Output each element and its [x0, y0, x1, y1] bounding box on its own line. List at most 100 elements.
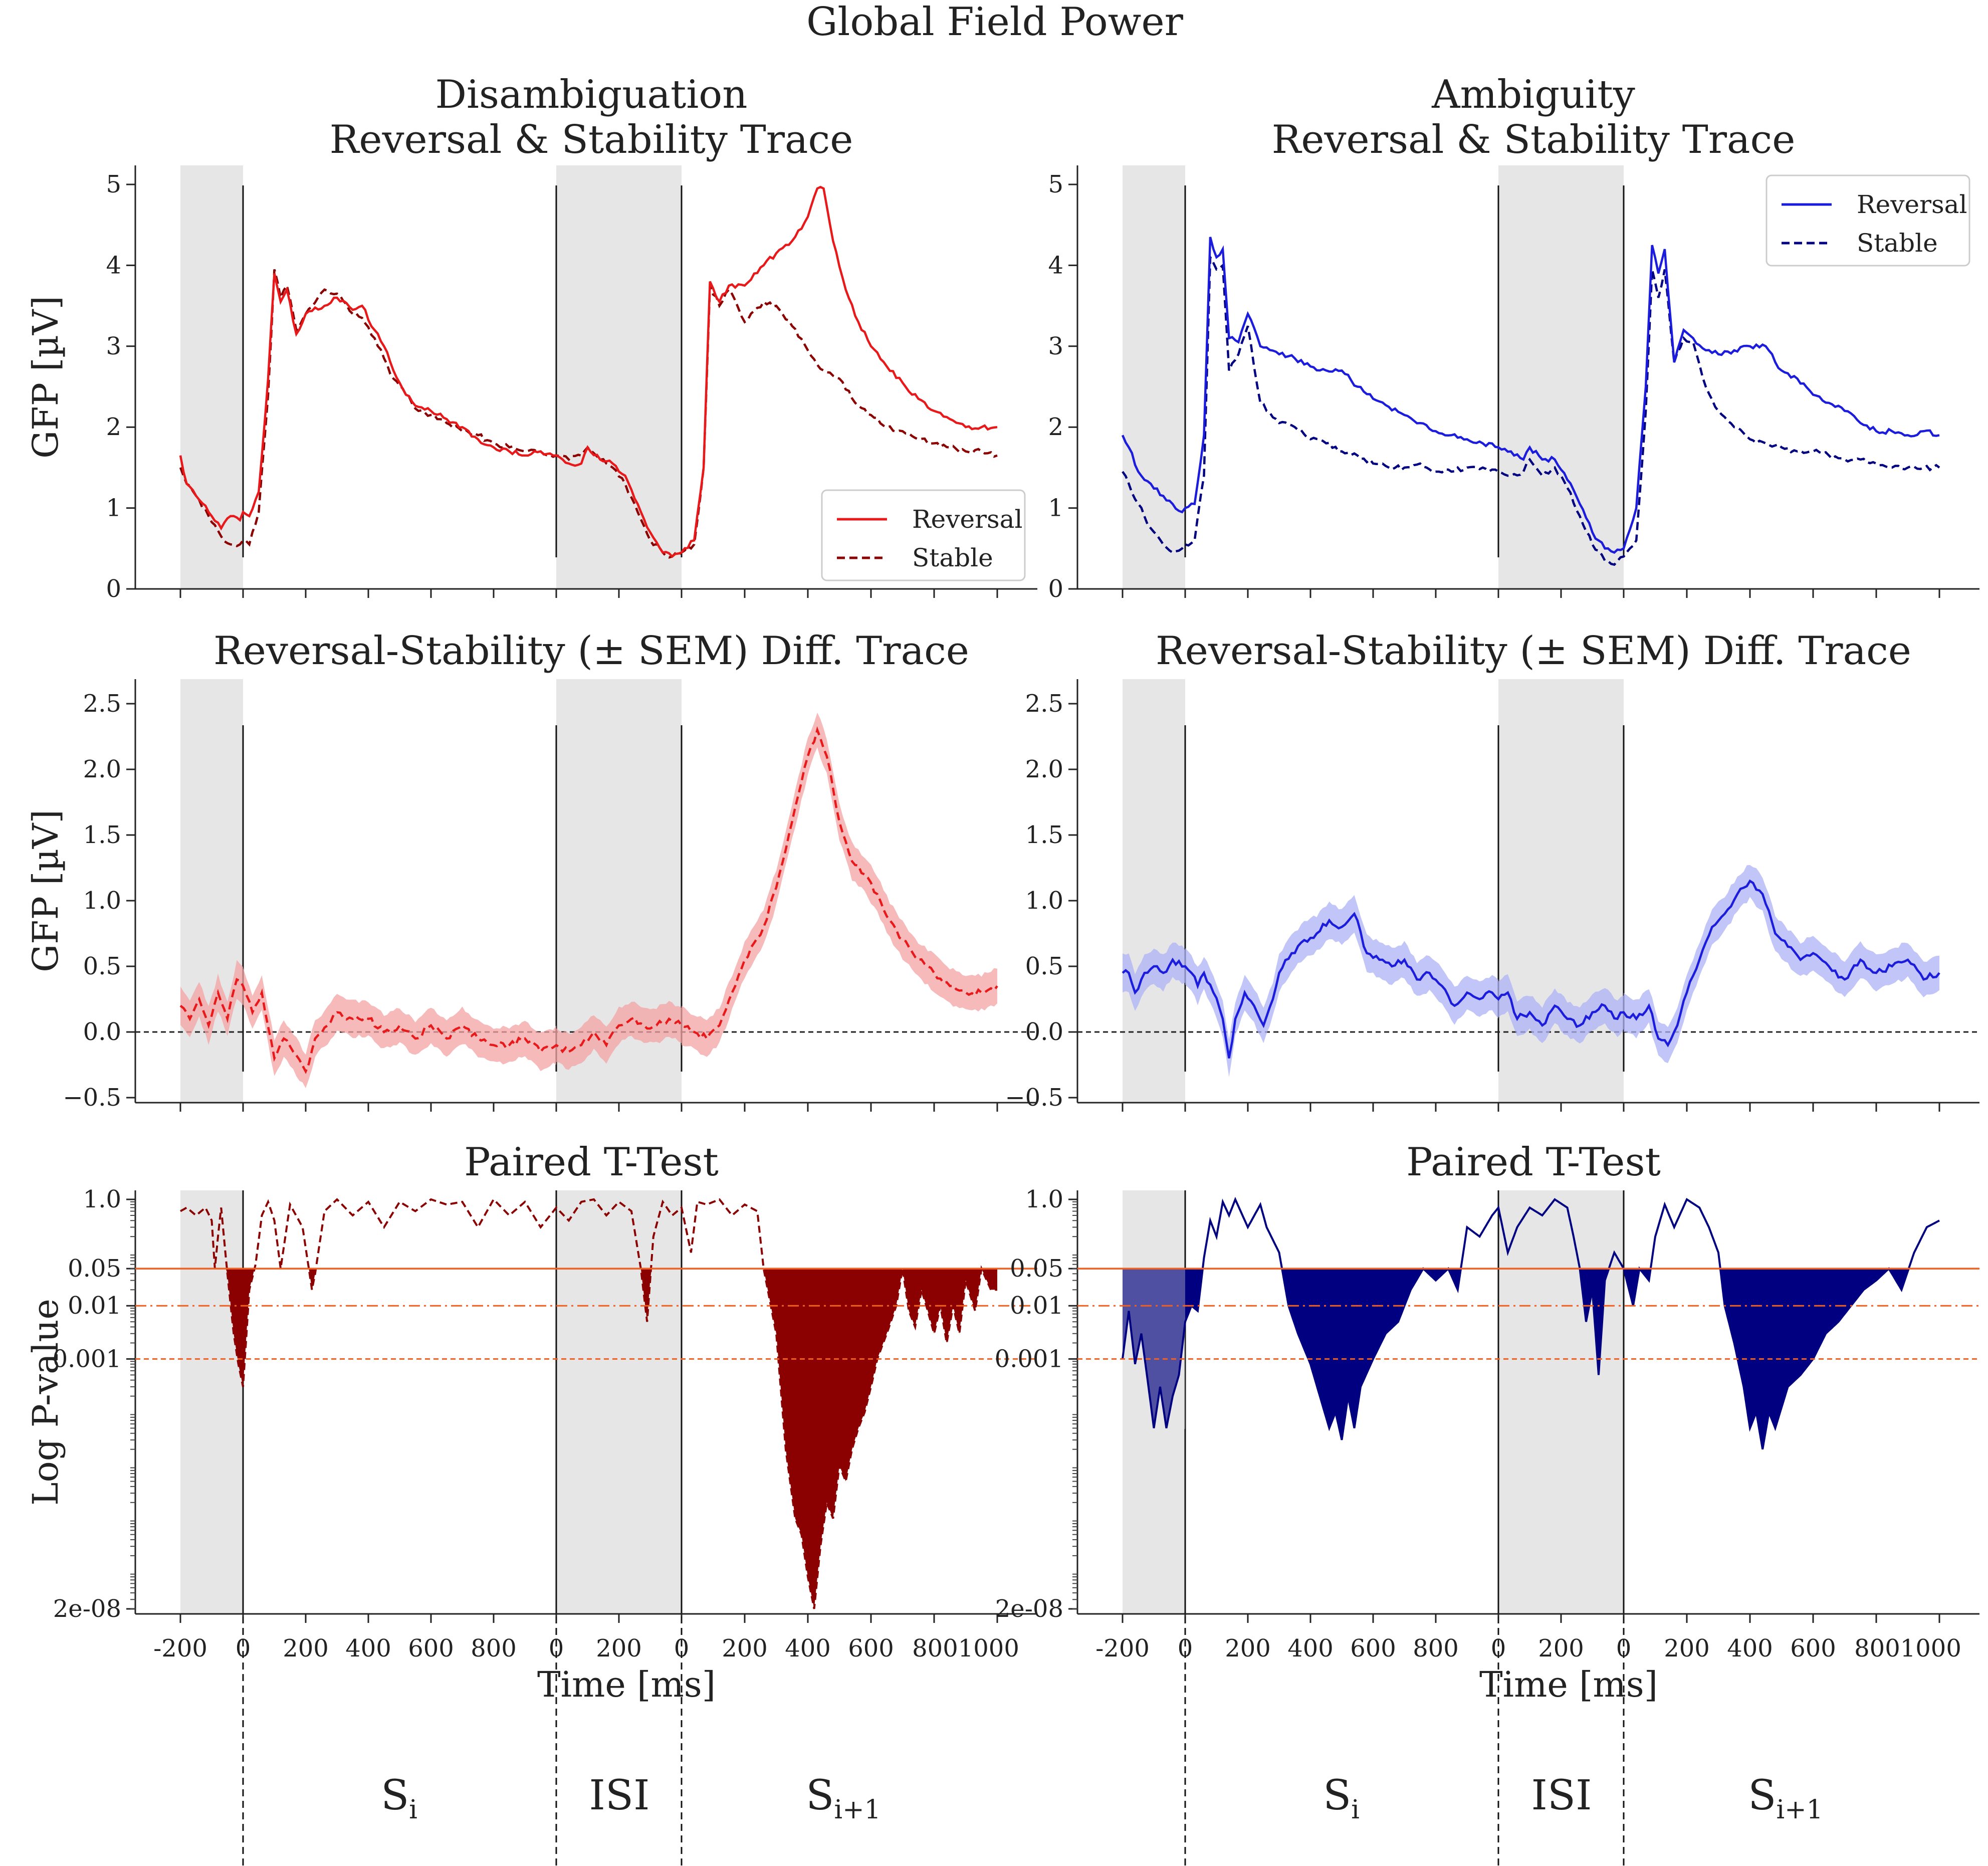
y-tick-label: 0.5	[1025, 952, 1063, 980]
reversal-line	[1121, 237, 1940, 554]
baseline-shade	[1123, 165, 1185, 589]
legend-box	[821, 489, 1026, 581]
x-tick-label: 400	[1287, 1634, 1334, 1663]
isi-shade	[1498, 1190, 1624, 1614]
y-tick-label: 0.001	[995, 1345, 1063, 1373]
x-tick-label: 0	[1616, 1634, 1632, 1663]
epoch-label-1: ISI	[589, 1772, 650, 1819]
y-tick-label: 1.0	[1025, 1185, 1063, 1213]
panel-title-line2: Reversal & Stability Trace	[1272, 117, 1796, 162]
y-tick-label: 0	[106, 575, 121, 603]
x-tick-label: 600	[848, 1634, 894, 1663]
x-tick-label: 8001000	[912, 1634, 1019, 1663]
x-tick-label: 600	[408, 1634, 454, 1663]
y-tick-label: 4	[1048, 251, 1063, 279]
y-tick-label: 2e-08	[995, 1595, 1063, 1623]
y-tick-label: 5	[1048, 170, 1063, 198]
legend-reversal-label: Reversal	[1857, 190, 1967, 219]
y-axis-label: Log P-value	[25, 1299, 66, 1506]
legend-reversal-label: Reversal	[912, 505, 1022, 534]
x-tick-label: 400	[785, 1634, 831, 1663]
legend-box	[1765, 174, 1970, 267]
legend-stable-label: Stable	[1857, 229, 1938, 258]
stable-line	[1122, 253, 1940, 566]
diff-mean-line	[179, 726, 998, 1074]
isi-shade	[556, 1190, 682, 1614]
y-tick-label: 0.0	[83, 1018, 121, 1046]
x-tick-label: 0	[674, 1634, 690, 1663]
baseline-shade	[180, 165, 243, 589]
y-tick-label: 1.0	[83, 887, 121, 915]
x-tick-label: 0	[1491, 1634, 1506, 1663]
panel-title: Reversal-Stability (± SEM) Diff. Trace	[213, 629, 969, 674]
figure-title: Global Field Power	[806, 0, 1183, 45]
x-tick-label: 200	[1225, 1634, 1271, 1663]
epoch-label-2: Si+1	[806, 1772, 880, 1825]
epoch-label-0: Si	[381, 1772, 417, 1825]
x-tick-label: 8001000	[1854, 1634, 1961, 1663]
y-tick-label: 0.01	[68, 1292, 121, 1320]
diff-panel: −0.5 0.0 0.5 1.0 1.5 2.0 2.5 Reversal-Stability…	[1005, 629, 1979, 1112]
baseline-overlay	[1123, 1269, 1185, 1429]
significance-fill	[1123, 1269, 1939, 1449]
p-value-curve	[1122, 1196, 1940, 1449]
sem-band	[1123, 865, 1939, 1077]
y-tick-label: 4	[106, 251, 121, 279]
y-tick-label: 0.001	[53, 1345, 121, 1373]
baseline-shade	[180, 679, 243, 1103]
x-tick-label: 0	[236, 1634, 251, 1663]
panel-title-line1: Ambiguity	[1431, 72, 1635, 117]
isi-shade	[1498, 679, 1624, 1103]
y-tick-label: 0.05	[1010, 1255, 1063, 1283]
x-tick-label: 400	[1727, 1634, 1773, 1663]
ttest-panel: 2e-08 0.001 0.01 0.05 1.0 Paired T-Test Log P-…	[25, 1140, 1037, 1705]
baseline-shade	[1123, 679, 1185, 1103]
y-tick-label: −0.5	[63, 1084, 121, 1112]
y-tick-label: 3	[106, 332, 121, 360]
p-value-curve	[180, 1197, 997, 1609]
panel-title: Reversal-Stability (± SEM) Diff. Trace	[1156, 629, 1911, 674]
epoch-label-1: ISI	[1531, 1772, 1592, 1819]
epoch-label-2: Si+1	[1748, 1772, 1823, 1825]
y-tick-label: 2e-08	[53, 1595, 121, 1623]
significance-fill	[180, 1269, 997, 1609]
y-tick-label: 2	[1048, 413, 1063, 441]
epoch-label-0: Si	[1323, 1772, 1360, 1825]
x-tick-label: 200	[722, 1634, 768, 1663]
y-tick-label: 0	[1048, 575, 1063, 603]
y-tick-label: 1	[1048, 494, 1063, 522]
y-tick-label: 1.5	[83, 821, 121, 849]
x-tick-label: -200	[1095, 1634, 1150, 1663]
y-tick-label: 2.0	[83, 755, 121, 783]
y-tick-label: 0.5	[83, 952, 121, 980]
x-tick-label: 200	[283, 1634, 329, 1663]
x-tick-label: 200	[596, 1634, 642, 1663]
y-tick-label: 2.0	[1025, 755, 1063, 783]
diff-panel: −0.5 0.0 0.5 1.0 1.5 2.0 2.5 Reversal-Stability…	[25, 629, 1037, 1112]
y-tick-label: 2.5	[83, 690, 121, 718]
plots-layer: 0 1 2 3 4 5 Disambiguation Reversal & Stability…	[25, 72, 1979, 1866]
y-tick-label: 0.01	[1010, 1292, 1063, 1320]
panel-title: Paired T-Test	[464, 1140, 719, 1185]
x-tick-label: -200	[153, 1634, 207, 1663]
y-tick-label: 3	[1048, 332, 1063, 360]
y-tick-label: 1.0	[83, 1185, 121, 1213]
y-tick-label: 1.5	[1025, 821, 1063, 849]
panel-title-line1: Disambiguation	[435, 72, 747, 117]
x-tick-label: 600	[1350, 1634, 1396, 1663]
x-tick-label: 0	[549, 1634, 564, 1663]
reversal-line	[179, 185, 998, 558]
y-tick-label: 2	[106, 413, 121, 441]
x-tick-label: 800	[1413, 1634, 1459, 1663]
x-axis-label: Time [ms]	[537, 1664, 716, 1705]
x-tick-label: 800	[471, 1634, 517, 1663]
y-tick-label: 2.5	[1025, 690, 1063, 718]
x-tick-label: 400	[345, 1634, 391, 1663]
x-tick-label: 200	[1664, 1634, 1710, 1663]
sem-band	[180, 712, 997, 1088]
